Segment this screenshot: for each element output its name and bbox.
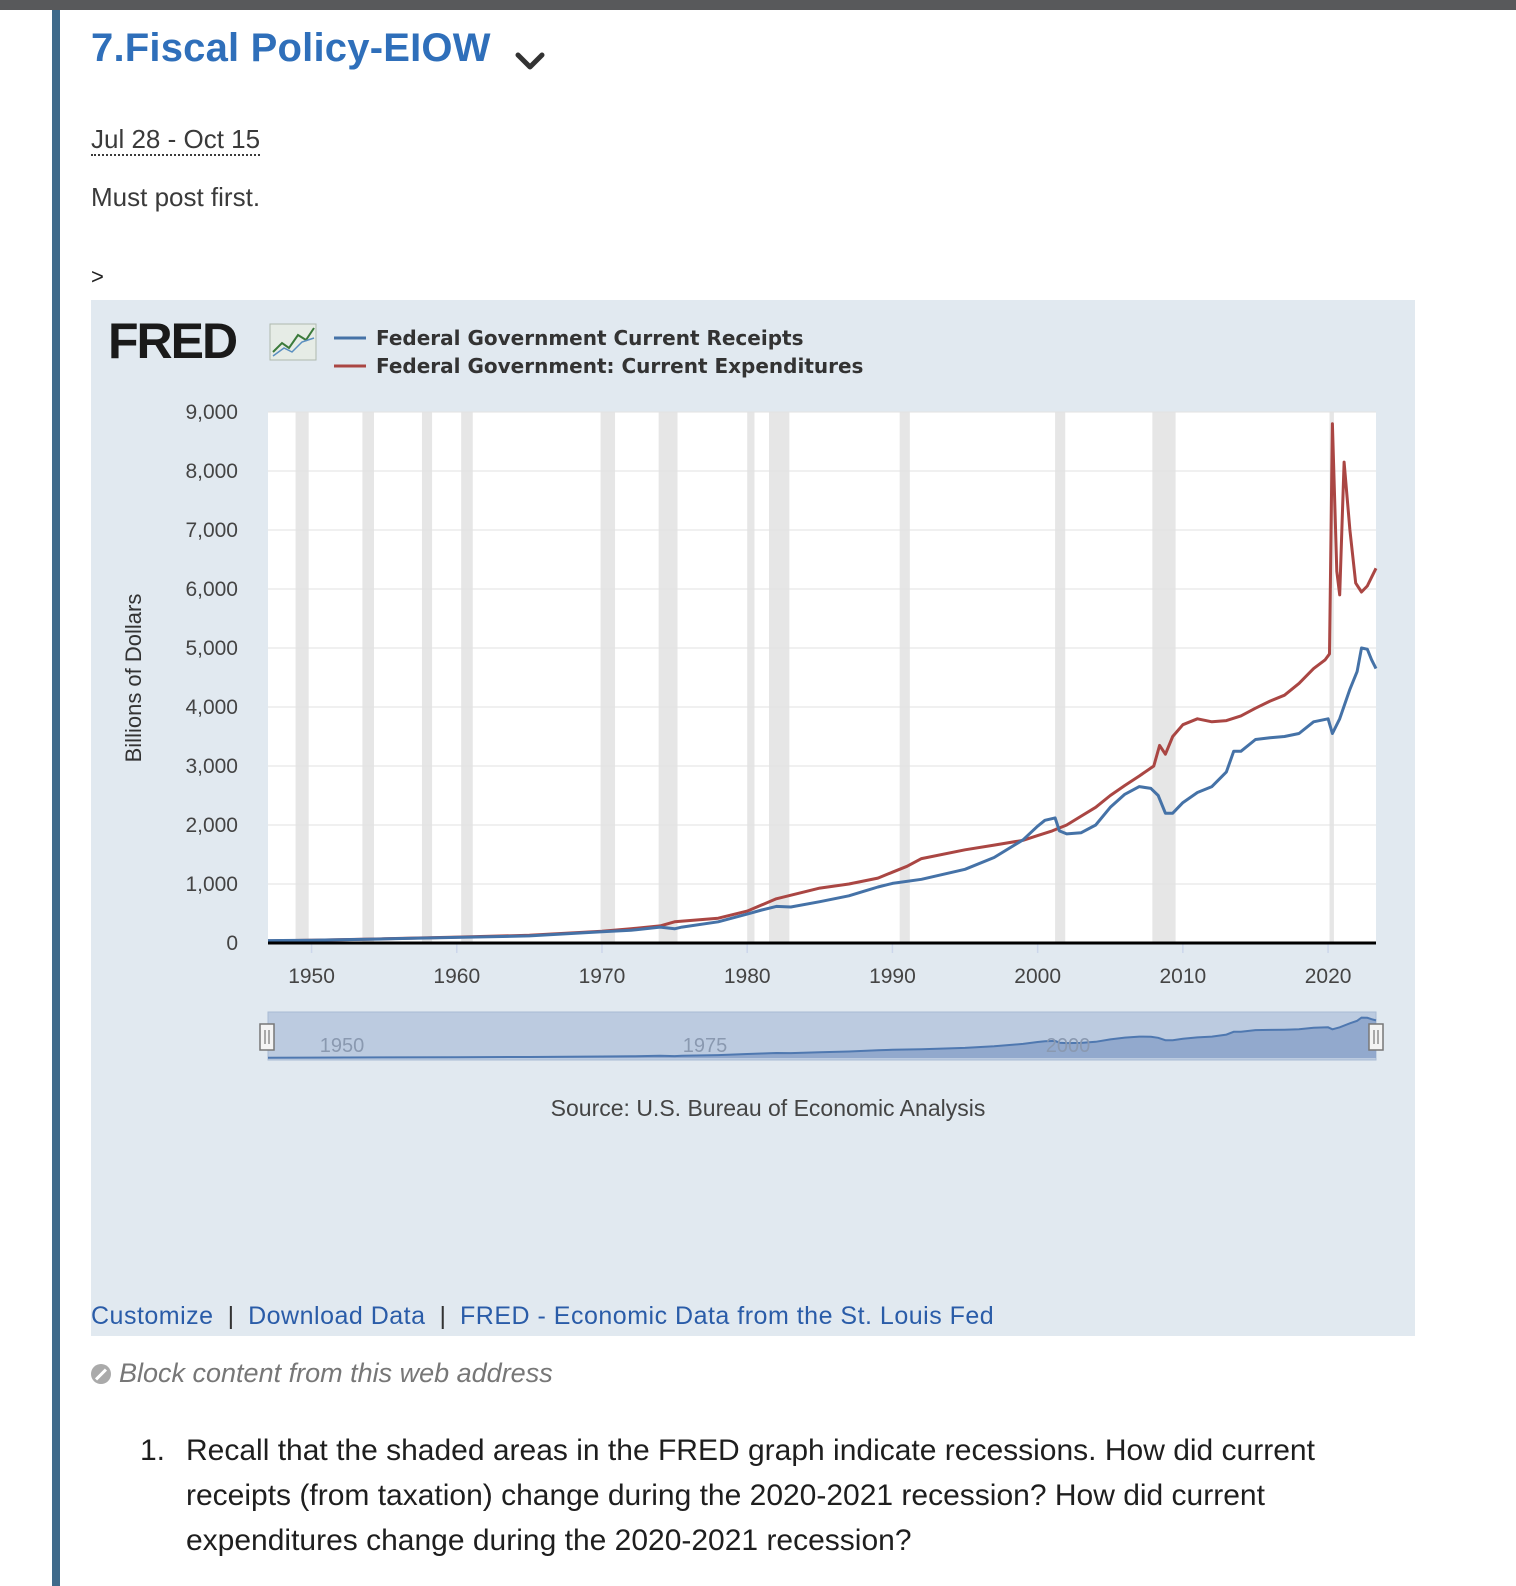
customize-link[interactable]: Customize — [91, 1302, 214, 1330]
fred-embed-frame — [91, 300, 1415, 1336]
link-separator: | — [227, 1302, 235, 1330]
question-number: 1. — [140, 1434, 166, 1467]
top-toolbar-strip — [0, 0, 1516, 10]
post-requirement: Must post first. — [91, 182, 261, 212]
block-content-label: Block content from this web address — [119, 1358, 553, 1388]
block-icon — [91, 1364, 111, 1384]
question-text: Recall that the shaded areas in the FRED… — [186, 1434, 1315, 1557]
fred-links-row: Customize | Download Data | FRED - Economic … — [91, 1302, 994, 1331]
block-content-link[interactable]: Block content from this web address — [91, 1358, 553, 1389]
content-accent-bar — [52, 10, 60, 1586]
link-separator: | — [439, 1302, 447, 1330]
fred-home-link[interactable]: FRED - Economic Data from the St. Louis … — [460, 1302, 995, 1330]
page-title[interactable]: 7.Fiscal Policy-EIOW — [91, 26, 491, 70]
expand-marker: > — [91, 264, 104, 289]
availability-dates[interactable]: Jul 28 - Oct 15 — [91, 124, 261, 156]
download-data-link[interactable]: Download Data — [248, 1302, 426, 1330]
chevron-down-icon[interactable] — [512, 46, 548, 76]
